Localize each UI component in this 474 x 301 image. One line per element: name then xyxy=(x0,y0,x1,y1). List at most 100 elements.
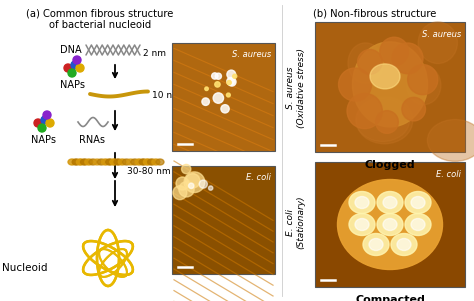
Circle shape xyxy=(338,68,372,101)
Circle shape xyxy=(182,164,191,174)
Ellipse shape xyxy=(135,159,143,165)
Circle shape xyxy=(199,180,207,188)
Ellipse shape xyxy=(405,191,431,213)
Text: (a) Common fibrous structure
of bacterial nucleoid: (a) Common fibrous structure of bacteria… xyxy=(27,8,173,29)
FancyBboxPatch shape xyxy=(315,22,465,152)
Text: 10 nm: 10 nm xyxy=(152,92,181,101)
Ellipse shape xyxy=(127,159,135,165)
Ellipse shape xyxy=(101,159,109,165)
Ellipse shape xyxy=(144,159,151,165)
Circle shape xyxy=(375,111,398,133)
Ellipse shape xyxy=(356,97,413,144)
Circle shape xyxy=(380,37,409,66)
FancyBboxPatch shape xyxy=(315,162,465,287)
FancyBboxPatch shape xyxy=(172,43,275,151)
Ellipse shape xyxy=(397,238,411,250)
Ellipse shape xyxy=(377,213,403,235)
Circle shape xyxy=(76,64,84,72)
Circle shape xyxy=(71,61,79,69)
Circle shape xyxy=(233,74,237,78)
Ellipse shape xyxy=(131,159,139,165)
Text: Nucleoid: Nucleoid xyxy=(2,263,48,273)
Text: Clogged: Clogged xyxy=(365,160,415,170)
Circle shape xyxy=(402,97,426,121)
Circle shape xyxy=(38,124,46,132)
Circle shape xyxy=(184,172,205,193)
Circle shape xyxy=(408,64,438,95)
Ellipse shape xyxy=(411,219,425,231)
Ellipse shape xyxy=(93,159,101,165)
Ellipse shape xyxy=(418,22,457,64)
Ellipse shape xyxy=(428,119,474,161)
Ellipse shape xyxy=(355,197,369,209)
Text: 2 nm: 2 nm xyxy=(143,48,166,57)
Text: E. coli: E. coli xyxy=(436,170,461,179)
Ellipse shape xyxy=(363,234,389,256)
Ellipse shape xyxy=(369,238,383,250)
Circle shape xyxy=(392,43,423,74)
FancyBboxPatch shape xyxy=(172,166,275,274)
Circle shape xyxy=(179,182,194,197)
Ellipse shape xyxy=(407,66,441,104)
Circle shape xyxy=(221,105,229,113)
Circle shape xyxy=(73,56,81,64)
Ellipse shape xyxy=(85,159,93,165)
Ellipse shape xyxy=(68,159,76,165)
Circle shape xyxy=(347,93,383,129)
Text: S. aureus: S. aureus xyxy=(232,50,271,59)
Ellipse shape xyxy=(97,159,105,165)
Circle shape xyxy=(227,80,231,85)
Ellipse shape xyxy=(118,159,126,165)
Circle shape xyxy=(34,119,42,127)
Ellipse shape xyxy=(405,213,431,235)
Ellipse shape xyxy=(370,64,400,89)
Circle shape xyxy=(211,73,218,79)
Circle shape xyxy=(189,183,194,188)
Ellipse shape xyxy=(76,159,84,165)
Ellipse shape xyxy=(391,234,417,256)
Circle shape xyxy=(205,87,208,91)
Text: RNAs: RNAs xyxy=(79,135,105,145)
Ellipse shape xyxy=(383,219,397,231)
Ellipse shape xyxy=(411,197,425,209)
Circle shape xyxy=(41,116,49,124)
Text: 30-80 nm: 30-80 nm xyxy=(127,167,171,176)
Circle shape xyxy=(213,93,224,103)
Ellipse shape xyxy=(349,191,375,213)
Text: E. coli: E. coli xyxy=(246,173,271,182)
Ellipse shape xyxy=(348,43,383,83)
Text: S. aureus
(Oxidative stress): S. aureus (Oxidative stress) xyxy=(286,48,306,128)
Circle shape xyxy=(64,64,72,72)
Ellipse shape xyxy=(106,159,114,165)
Circle shape xyxy=(68,69,76,77)
Ellipse shape xyxy=(122,159,130,165)
Ellipse shape xyxy=(81,159,89,165)
Ellipse shape xyxy=(355,219,369,231)
Text: (b) Non-fibrous structure: (b) Non-fibrous structure xyxy=(313,8,437,18)
Ellipse shape xyxy=(139,159,147,165)
Ellipse shape xyxy=(356,98,410,141)
Circle shape xyxy=(202,98,210,105)
Circle shape xyxy=(209,186,213,190)
Text: Compacted: Compacted xyxy=(355,295,425,301)
Circle shape xyxy=(215,73,221,79)
Text: NAPs: NAPs xyxy=(31,135,56,145)
Circle shape xyxy=(173,186,187,200)
Ellipse shape xyxy=(110,159,118,165)
Circle shape xyxy=(227,77,235,85)
Ellipse shape xyxy=(383,197,397,209)
Ellipse shape xyxy=(377,191,403,213)
Text: DNA: DNA xyxy=(60,45,82,55)
Circle shape xyxy=(357,50,382,74)
Ellipse shape xyxy=(89,159,97,165)
Ellipse shape xyxy=(152,159,160,165)
Circle shape xyxy=(185,174,200,188)
Circle shape xyxy=(215,82,220,87)
Circle shape xyxy=(43,111,51,119)
Ellipse shape xyxy=(353,42,428,127)
Text: S. aureus: S. aureus xyxy=(422,30,461,39)
Circle shape xyxy=(46,119,54,127)
Text: E. coli
(Stationary): E. coli (Stationary) xyxy=(286,195,306,249)
Ellipse shape xyxy=(72,159,80,165)
Circle shape xyxy=(227,93,230,97)
